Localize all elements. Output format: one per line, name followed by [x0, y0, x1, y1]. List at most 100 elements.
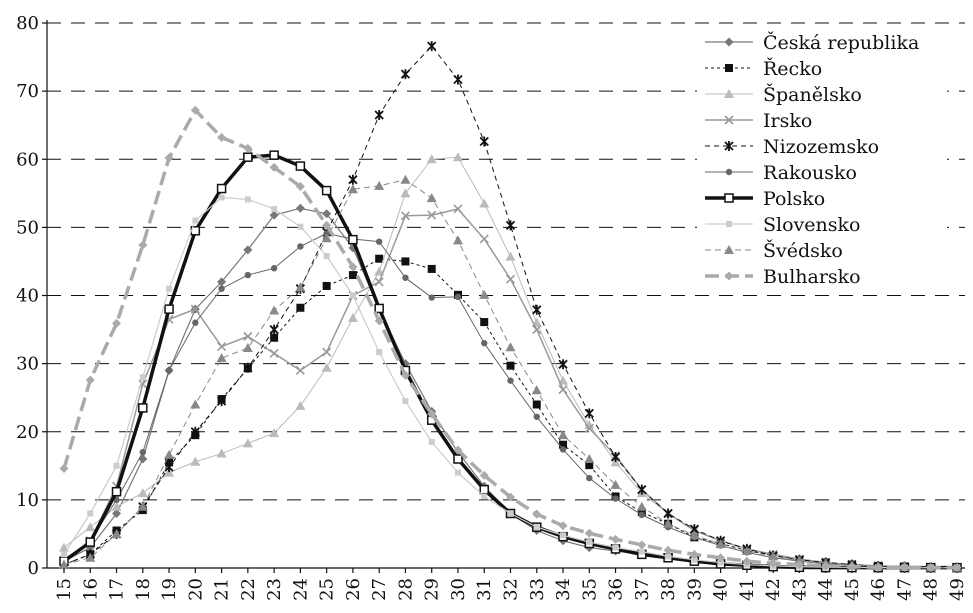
data-point — [847, 562, 857, 572]
data-point — [452, 235, 463, 245]
x-tick-label: 28 — [395, 578, 416, 601]
x-tick-label: 39 — [684, 578, 705, 601]
legend-swatch-marker — [726, 221, 732, 227]
legend-label: Řecko — [763, 57, 822, 80]
data-point — [374, 180, 385, 190]
data-point — [166, 285, 173, 292]
data-point — [137, 488, 148, 498]
data-point — [192, 217, 199, 224]
data-point — [505, 251, 516, 261]
x-tick-label: 48 — [921, 578, 942, 601]
data-point — [269, 348, 279, 358]
legend-swatch-marker — [724, 271, 734, 281]
data-point — [663, 508, 673, 519]
legend-swatch-marker — [724, 115, 734, 125]
data-point — [138, 454, 148, 464]
data-point — [479, 136, 489, 147]
data-point — [427, 210, 437, 220]
data-point — [85, 552, 96, 562]
x-tick-label: 40 — [711, 578, 732, 601]
data-point — [269, 150, 279, 160]
legend-entry: Rakousko — [705, 162, 857, 184]
data-point — [453, 204, 463, 214]
x-tick-label: 30 — [448, 578, 469, 601]
data-point — [165, 367, 173, 374]
data-point — [794, 555, 805, 565]
data-point — [691, 556, 698, 563]
data-point — [190, 456, 201, 466]
legend-swatch-marker — [724, 193, 734, 203]
y-tick-label: 40 — [16, 286, 39, 307]
x-tick-label: 25 — [317, 578, 338, 601]
data-point — [507, 510, 514, 517]
data-point — [427, 41, 437, 52]
data-point — [322, 209, 332, 219]
data-point — [61, 551, 67, 558]
legend-swatch-marker — [725, 168, 733, 176]
legend-label: Švédsko — [763, 239, 843, 262]
x-tick-label: 20 — [185, 578, 206, 601]
data-point — [270, 265, 278, 272]
data-point — [297, 223, 304, 230]
data-point — [295, 203, 305, 213]
x-tick-label: 37 — [632, 578, 653, 601]
data-point — [243, 143, 253, 153]
series-line — [63, 258, 957, 568]
data-point — [506, 492, 515, 502]
x-tick-label: 24 — [290, 578, 311, 601]
data-point — [243, 362, 253, 373]
data-point — [926, 563, 936, 573]
x-tick-label: 26 — [343, 578, 364, 601]
data-point — [586, 474, 593, 482]
data-point — [453, 445, 463, 455]
legend-entry: Česká republika — [705, 31, 919, 54]
data-point — [505, 274, 516, 284]
data-point — [612, 495, 619, 502]
x-tick-label: 32 — [501, 578, 522, 601]
data-point — [400, 188, 411, 198]
legend-swatch-marker — [724, 245, 734, 254]
x-tick-label: 31 — [474, 578, 495, 601]
legend-entry: Řecko — [705, 57, 822, 80]
data-point — [216, 396, 227, 407]
legend-entry: Švédsko — [705, 239, 843, 262]
data-point — [584, 528, 594, 538]
x-tick-label: 23 — [264, 578, 285, 601]
data-point — [952, 563, 962, 573]
data-point — [506, 361, 515, 370]
data-point — [532, 304, 542, 315]
data-point — [637, 540, 647, 550]
data-point — [269, 162, 279, 172]
data-point — [400, 174, 411, 184]
y-tick-label: 10 — [16, 490, 39, 511]
data-point — [347, 184, 358, 194]
x-tick-label: 21 — [212, 578, 233, 601]
data-point — [295, 282, 306, 292]
data-point — [428, 294, 435, 301]
data-point — [586, 539, 593, 546]
data-point — [454, 469, 461, 476]
data-point — [558, 430, 569, 440]
data-point — [559, 446, 567, 453]
legend-entry: Irsko — [705, 110, 812, 132]
x-tick-label: 22 — [238, 578, 259, 601]
data-point — [532, 509, 542, 519]
data-point — [375, 254, 384, 263]
data-point — [190, 426, 200, 437]
data-point — [322, 347, 332, 357]
data-point — [402, 398, 409, 405]
legend-entry: Bulharsko — [705, 266, 861, 288]
data-point — [349, 292, 356, 299]
data-point — [505, 220, 516, 231]
data-point — [323, 252, 330, 259]
data-point — [479, 234, 489, 244]
data-point — [59, 542, 69, 552]
data-point — [269, 324, 279, 335]
data-point — [663, 518, 674, 528]
x-tick-label: 17 — [107, 578, 128, 601]
series-lines — [59, 41, 962, 573]
data-point — [164, 304, 174, 314]
data-point — [113, 462, 120, 469]
legend-background — [697, 26, 947, 292]
data-point — [585, 461, 594, 470]
